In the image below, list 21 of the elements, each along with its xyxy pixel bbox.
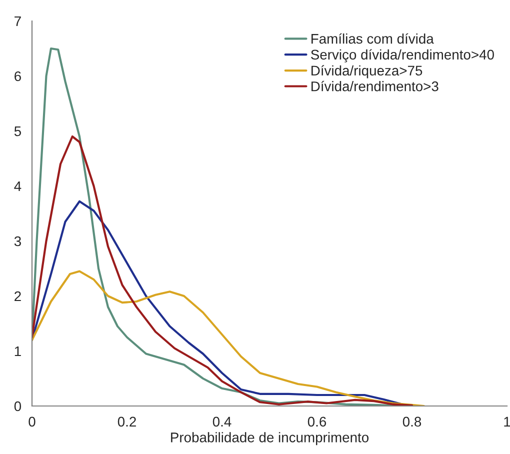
y-tick-label: 6 — [14, 71, 21, 82]
x-tick-label: 0.2 — [118, 416, 136, 427]
x-tick-label: 0.4 — [212, 416, 232, 427]
y-tick-label: 0 — [14, 401, 22, 412]
y-tick-label: 7 — [14, 16, 21, 26]
y-tick-label: 2 — [14, 291, 21, 302]
x-tick-label: 0 — [28, 416, 36, 427]
x-tick-label: 0.6 — [308, 416, 326, 427]
line-series — [32, 135, 414, 406]
x-tick-label: 1 — [504, 416, 510, 426]
legend-label: Dívida/rendimento>3 — [312, 80, 438, 92]
x-axis-title: Probabilidade de incumprimento — [171, 432, 369, 446]
y-tick-label: 3 — [14, 236, 21, 246]
line-series — [32, 270, 425, 406]
legend-label: Famílias com dívida — [312, 33, 434, 44]
legend-label: Dívida/riqueza>75 — [312, 65, 422, 78]
legend-label: Serviço dívida/rendimento>40 — [311, 49, 494, 62]
y-tick-label: 5 — [14, 126, 21, 136]
x-tick-label: 0.8 — [402, 416, 422, 427]
y-tick-label: 4 — [14, 181, 22, 192]
y-tick-label: 1 — [14, 346, 21, 356]
